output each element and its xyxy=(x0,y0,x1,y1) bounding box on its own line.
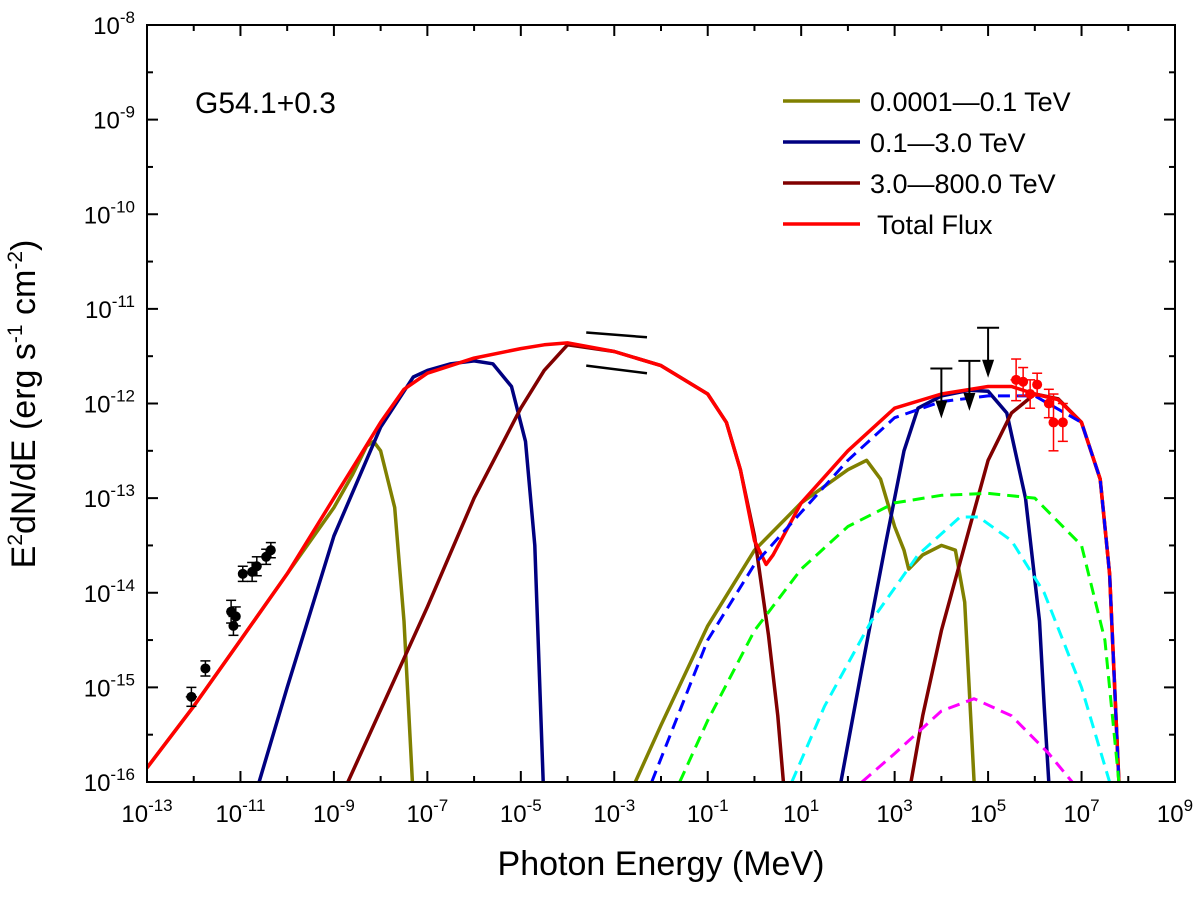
data-point xyxy=(237,568,248,579)
data-point xyxy=(186,691,197,702)
x-tick-label: 109 xyxy=(1157,796,1193,828)
x-tick-labels: 10-13 10-11 10-9 10-7 10-5 10-3 10-1 101 103 105 1… xyxy=(121,796,1193,828)
y-axis-title-superscript: -1 xyxy=(4,324,27,343)
x-tick-label: 10-5 xyxy=(500,796,542,828)
upper-limit-arrow xyxy=(982,359,995,378)
x-axis-title: Photon Energy (MeV) xyxy=(498,845,825,883)
plot-frame xyxy=(146,24,1176,783)
y-axis-title-part: dN/dE (erg s xyxy=(5,343,43,534)
x-tick-label: 101 xyxy=(783,796,819,828)
y-tick-label: 10-16 xyxy=(84,765,135,797)
x-tick-label: 10-11 xyxy=(215,796,265,828)
data-point xyxy=(1032,379,1043,390)
model-curve xyxy=(147,341,1121,782)
y-tick-label: 10-9 xyxy=(93,103,135,135)
legend-label: 0.0001—0.1 TeV xyxy=(870,87,1071,117)
y-tick-labels: 10-16 10-15 10-14 10-13 10-12 10-11 10-10 10-9 1… xyxy=(84,8,135,797)
y-axis-title-superscript: -2 xyxy=(4,251,27,270)
x-tick-label: 10-7 xyxy=(406,796,448,828)
data-point xyxy=(251,561,262,572)
source-annotation: G54.1+0.3 xyxy=(195,87,336,120)
legend-label: 3.0—800.0 TeV xyxy=(870,169,1056,199)
y-tick-label: 10-13 xyxy=(84,481,135,513)
dashed-component-curve xyxy=(790,515,1112,782)
x-tick-label: 10-9 xyxy=(313,796,355,828)
data-point xyxy=(1057,417,1068,428)
legend-label: Total Flux xyxy=(870,210,993,240)
y-tick-label: 10-14 xyxy=(84,576,135,608)
data-point xyxy=(1018,376,1029,387)
data-point xyxy=(265,545,276,556)
x-tick-label: 10-13 xyxy=(121,796,172,828)
y-axis-title-superscript: 2 xyxy=(4,534,27,546)
data-point xyxy=(1025,389,1036,400)
data-point xyxy=(200,663,211,674)
y-tick-label: 10-15 xyxy=(84,670,135,702)
y-axis-title-part: cm xyxy=(5,270,43,325)
x-tick-label: 105 xyxy=(970,796,1006,828)
upper-limit-arrow xyxy=(963,392,976,411)
dashed-component-curve xyxy=(650,394,1121,782)
x-tick-label: 103 xyxy=(877,796,913,828)
legend-label: 0.1—3.0 TeV xyxy=(870,128,1026,158)
model-curve xyxy=(633,458,976,782)
x-tick-label: 10-3 xyxy=(593,796,635,828)
y-axis-title-part: ) xyxy=(5,240,43,251)
x-tick-label: 10-1 xyxy=(687,796,729,828)
y-axis-title-part: E xyxy=(5,546,43,569)
y-tick-label: 10-12 xyxy=(84,387,135,419)
plot-area xyxy=(147,326,1121,782)
data-point xyxy=(230,611,241,622)
y-tick-label: 10-10 xyxy=(84,197,135,229)
model-curve xyxy=(257,359,545,782)
dashed-component-curve xyxy=(860,697,1074,782)
y-axis-title: E2dN/dE (erg s-1 cm-2) xyxy=(4,240,43,569)
x-tick-label: 107 xyxy=(1063,796,1099,828)
legend: 0.0001—0.1 TeV 0.1—3.0 TeV 3.0—800.0 TeV T… xyxy=(783,87,1071,240)
butterfly-line xyxy=(586,331,648,339)
y-tick-label: 10-11 xyxy=(85,292,135,324)
y-tick-label: 10-8 xyxy=(93,8,135,40)
butterfly-line xyxy=(586,364,648,375)
upper-limit-arrow xyxy=(935,400,948,419)
dashed-component-curve xyxy=(678,491,1121,782)
data-point xyxy=(1048,417,1059,428)
data-point xyxy=(1043,398,1054,409)
